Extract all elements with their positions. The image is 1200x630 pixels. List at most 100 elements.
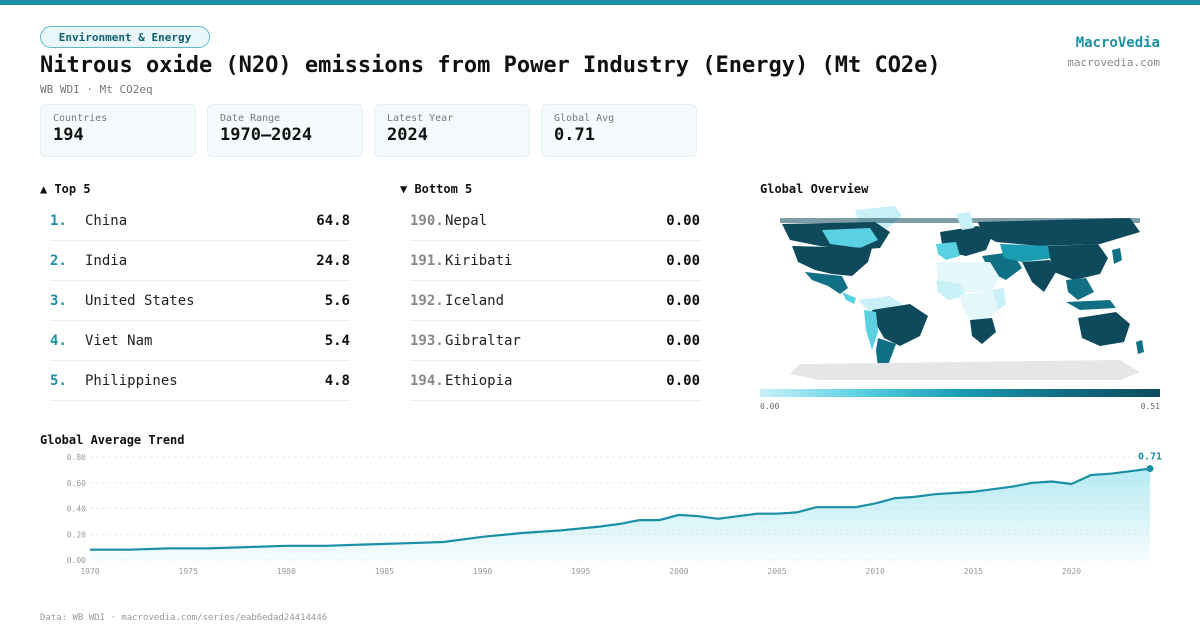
country-name: China [85, 212, 128, 229]
country-name: Nepal [445, 212, 488, 229]
map-region-scandinavia [956, 212, 974, 230]
global-average-trend-chart[interactable]: 0.00 0.20 0.40 0.60 0.80 1970 1975 1980 1985 199… [40, 447, 1180, 582]
stat-card-latest-year: Latest Year 2024 [374, 104, 530, 157]
stat-value: 194 [53, 125, 84, 145]
rank: 4. [50, 332, 67, 349]
country-value: 0.00 [666, 332, 700, 349]
top5-list: 1. China 64.8 2. India 24.8 3. United St… [50, 201, 350, 401]
map-colorbar [760, 389, 1160, 397]
colorbar-max-label: 0.51 [1140, 402, 1160, 411]
map-region-australia [1078, 312, 1130, 346]
list-item[interactable]: 192. Iceland 0.00 [410, 281, 700, 321]
country-value: 0.00 [666, 212, 700, 229]
rank: 5. [50, 372, 67, 389]
country-value: 0.00 [666, 292, 700, 309]
map-region-mexico [805, 272, 848, 294]
map-region-brazil [872, 304, 928, 346]
rank: 1. [50, 212, 67, 229]
x-tick-label: 2000 [669, 567, 688, 576]
x-tick-label: 2010 [866, 567, 885, 576]
map-region-western-europe [936, 242, 960, 260]
country-value: 0.00 [666, 252, 700, 269]
map-region-antarctica [790, 360, 1140, 380]
bottom5-heading: ▼ Bottom 5 [400, 182, 473, 196]
list-item[interactable]: 194. Ethiopia 0.00 [410, 361, 700, 401]
rank: 192. [410, 292, 444, 309]
country-name: United States [85, 292, 195, 309]
map-region-southeast-asia [1066, 278, 1094, 300]
y-tick-label: 0.60 [67, 479, 86, 488]
map-region-china [1048, 244, 1108, 280]
list-item[interactable]: 190. Nepal 0.00 [410, 201, 700, 241]
list-item[interactable]: 5. Philippines 4.8 [50, 361, 350, 401]
stat-card-countries: Countries 194 [40, 104, 196, 157]
country-value: 0.00 [666, 372, 700, 389]
map-region-central-asia [1000, 244, 1054, 262]
rank: 193. [410, 332, 444, 349]
map-region-russia [978, 218, 1140, 246]
world-choropleth-map[interactable] [760, 200, 1160, 382]
list-item[interactable]: 1. China 64.8 [50, 201, 350, 241]
map-region-india [1022, 260, 1056, 292]
trend-last-label: 0.71 [1138, 452, 1162, 463]
brand-url[interactable]: macrovedia.com [1067, 56, 1160, 69]
country-name: Philippines [85, 372, 178, 389]
trend-last-point [1146, 465, 1154, 473]
trend-area [90, 468, 1150, 560]
trend-title: Global Average Trend [40, 433, 185, 447]
stat-value: 0.71 [554, 125, 595, 145]
country-value: 24.8 [316, 252, 350, 269]
country-name: India [85, 252, 128, 269]
bottom5-list: 190. Nepal 0.00 191. Kiribati 0.00 192. … [410, 201, 700, 401]
map-region-central-america [842, 292, 856, 304]
top-accent-bar [0, 0, 1200, 5]
y-tick-label: 0.20 [67, 530, 86, 539]
list-item[interactable]: 191. Kiribati 0.00 [410, 241, 700, 281]
page-title: Nitrous oxide (N2O) emissions from Power… [40, 53, 941, 78]
map-region-west-africa [936, 280, 966, 300]
country-name: Viet Nam [85, 332, 153, 349]
rank: 3. [50, 292, 67, 309]
stat-label: Latest Year [387, 113, 454, 124]
map-region-canada-east [822, 228, 878, 248]
country-value: 5.4 [324, 332, 350, 349]
list-item[interactable]: 3. United States 5.6 [50, 281, 350, 321]
page-subtitle: WB WDI · Mt CO2eq [40, 83, 153, 96]
stat-value: 2024 [387, 125, 428, 145]
country-value: 4.8 [324, 372, 350, 389]
map-title: Global Overview [760, 182, 869, 196]
map-region-indonesia [1066, 300, 1116, 310]
rank: 2. [50, 252, 67, 269]
x-tick-label: 2020 [1062, 567, 1081, 576]
country-name: Kiribati [445, 252, 513, 269]
trend-line [90, 467, 1151, 551]
map-region-southern-africa [970, 318, 996, 344]
x-tick-label: 1995 [571, 567, 590, 576]
map-region-new-zealand [1136, 340, 1144, 354]
stat-card-global-avg: Global Avg 0.71 [541, 104, 697, 157]
country-name: Iceland [445, 292, 505, 309]
y-tick-label: 0.00 [67, 556, 86, 565]
x-tick-label: 1975 [179, 567, 198, 576]
map-region-central-africa [960, 292, 998, 322]
list-item[interactable]: 193. Gibraltar 0.00 [410, 321, 700, 361]
stat-label: Date Range [220, 113, 281, 124]
list-item[interactable]: 4. Viet Nam 5.4 [50, 321, 350, 361]
country-value: 64.8 [316, 212, 350, 229]
map-region-east-africa [992, 288, 1006, 310]
x-tick-label: 1985 [375, 567, 394, 576]
x-tick-label: 1980 [277, 567, 296, 576]
top5-heading: ▲ Top 5 [40, 182, 91, 196]
stat-label: Global Avg [554, 113, 615, 124]
country-name: Gibraltar [445, 332, 521, 349]
map-region-usa [792, 246, 872, 276]
brand-logo[interactable]: MacroVedia [1075, 35, 1160, 51]
rank: 194. [410, 372, 444, 389]
category-badge: Environment & Energy [40, 26, 210, 48]
x-tick-label: 2015 [964, 567, 983, 576]
x-tick-label: 2005 [767, 567, 786, 576]
list-item[interactable]: 2. India 24.8 [50, 241, 350, 281]
x-tick-label: 1990 [473, 567, 492, 576]
map-region-andes [864, 310, 878, 350]
rank: 190. [410, 212, 444, 229]
